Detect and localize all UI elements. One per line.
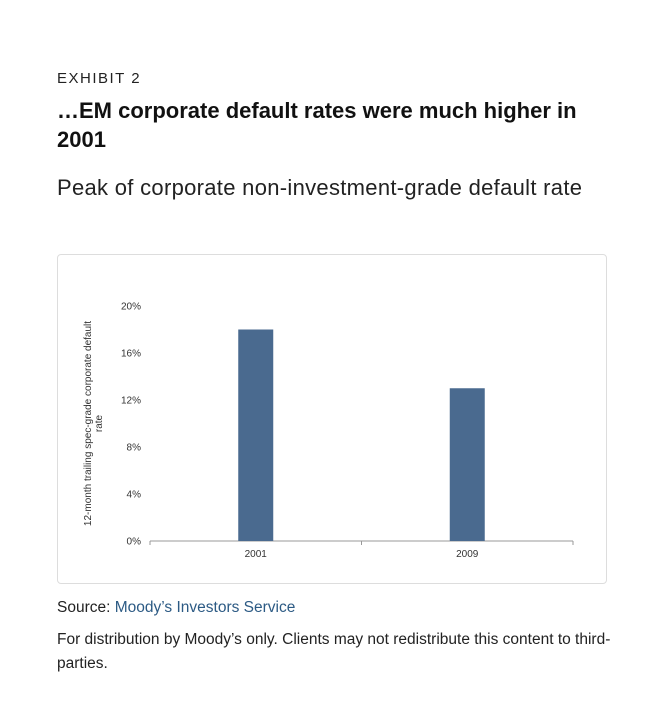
source-prefix: Source: — [57, 599, 115, 616]
y-tick-label: 12% — [121, 396, 141, 407]
y-axis-label: 12-month trailing spec-grade corporate d… — [83, 321, 105, 526]
y-tick-label: 0% — [127, 537, 142, 548]
bar-2001 — [238, 329, 274, 541]
disclaimer-text: For distribution by Moody’s only. Client… — [57, 631, 611, 672]
y-tick-label: 8% — [127, 443, 142, 454]
y-tick-label: 20% — [121, 302, 141, 313]
exhibit-label: EXHIBIT 2 — [57, 70, 142, 87]
x-tick-label: 2009 — [456, 549, 479, 560]
y-tick-label: 16% — [121, 349, 141, 360]
x-tick-label: 2001 — [245, 549, 268, 560]
chart-title: …EM corporate default rates were much hi… — [57, 98, 577, 152]
y-tick-label: 4% — [127, 490, 142, 501]
bar-chart: 0% 4% 8% 12% 16% 20% 12-month trailing spec-gr… — [83, 302, 574, 560]
source-line: Source: Moody’s Investors Service — [57, 599, 295, 617]
chart-card: 0% 4% 8% 12% 16% 20% 12-month trailing spec-gr… — [57, 254, 607, 584]
source-link[interactable]: Moody’s Investors Service — [114, 599, 296, 616]
bar-2009 — [449, 388, 485, 541]
chart-subtitle: Peak of corporate non-investment-grade d… — [57, 175, 583, 200]
